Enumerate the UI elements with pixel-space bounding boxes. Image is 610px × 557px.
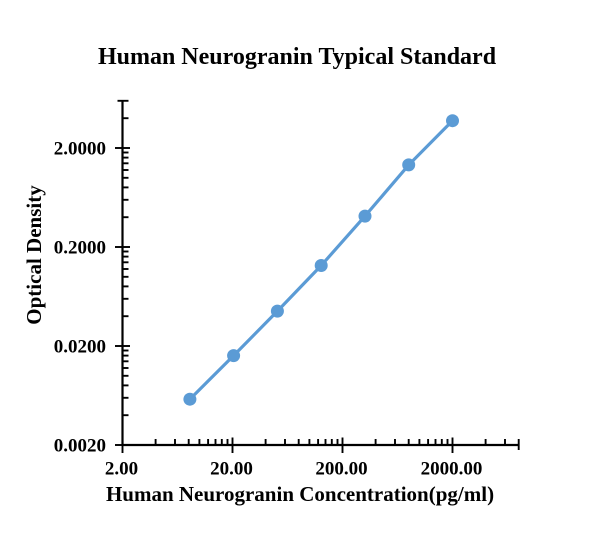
y-tick-label: 0.0200	[54, 336, 106, 357]
chart-title: Human Neurogranin Typical Standard	[98, 44, 497, 70]
data-point	[402, 158, 416, 172]
axes-layer: 2.00 20.00 200.00 2000.00 2.0000 0.2000 0.0200…	[54, 99, 520, 480]
x-axis-title: Human Neurogranin Concentration(pg/ml)	[106, 482, 494, 506]
x-tick-label: 2.00	[105, 459, 138, 480]
data-point	[358, 209, 372, 223]
data-point	[227, 349, 241, 363]
x-tick-label: 2000.00	[421, 459, 483, 480]
y-tick-label: 0.0020	[54, 435, 106, 456]
x-tick-label: 200.00	[315, 459, 367, 480]
y-axis-title: Optical Density	[22, 185, 46, 325]
data-point	[183, 392, 197, 406]
data-point	[270, 304, 284, 318]
x-tick-label: 20.00	[210, 459, 253, 480]
y-tick-label: 0.2000	[54, 237, 106, 258]
data-point	[314, 259, 328, 272]
data-point	[446, 114, 459, 128]
y-tick-label: 2.0000	[54, 138, 106, 159]
series-layer	[183, 114, 459, 406]
